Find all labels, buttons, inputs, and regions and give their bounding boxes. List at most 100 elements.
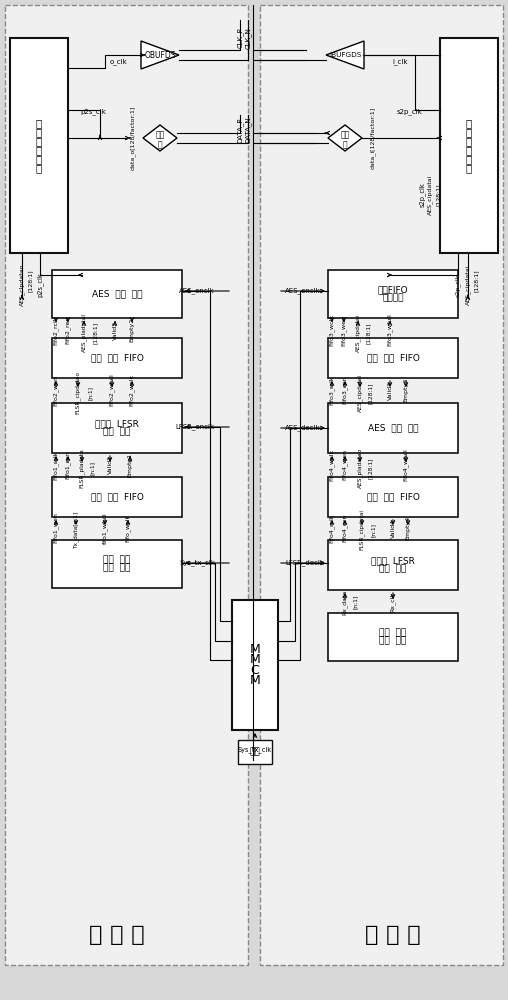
- Text: [n:1]: [n:1]: [87, 386, 92, 400]
- Text: Fifo2_wclk: Fifo2_wclk: [129, 374, 135, 406]
- Text: AES_enclk: AES_enclk: [179, 288, 215, 294]
- Text: AES_cipdatai: AES_cipdatai: [357, 374, 363, 412]
- Text: Valid3: Valid3: [388, 380, 393, 400]
- Text: 四步  缓存  FIFO: 四步 缓存 FIFO: [367, 492, 420, 502]
- Text: Fifo1_ren: Fifo1_ren: [65, 451, 71, 479]
- FancyBboxPatch shape: [5, 5, 248, 965]
- Text: Empty3: Empty3: [403, 378, 408, 402]
- Text: [128:1]: [128:1]: [27, 270, 33, 292]
- Text: 器: 器: [343, 140, 347, 149]
- Text: Valid1: Valid1: [108, 456, 112, 475]
- Text: s2p_clk: s2p_clk: [419, 183, 425, 207]
- Text: Fifo4_rclk: Fifo4_rclk: [329, 513, 335, 543]
- Polygon shape: [326, 41, 364, 69]
- Text: Sys_tx_clk: Sys_tx_clk: [179, 560, 215, 566]
- Text: 转: 转: [36, 136, 42, 146]
- Text: 换: 换: [36, 145, 42, 155]
- Text: [128:1]: [128:1]: [473, 270, 479, 292]
- FancyBboxPatch shape: [328, 270, 458, 318]
- Text: [n:1]: [n:1]: [370, 523, 375, 537]
- Text: Rx_data: Rx_data: [342, 589, 348, 615]
- Text: AES_enclk: AES_enclk: [285, 288, 321, 294]
- Text: 三步FIFO: 三步FIFO: [377, 286, 408, 294]
- Text: Fifo_wclk: Fifo_wclk: [125, 514, 131, 542]
- Text: AES  解密  模块: AES 解密 模块: [368, 424, 418, 432]
- Text: FLSR_cipdatai: FLSR_cipdatai: [359, 510, 365, 550]
- Text: p2s_clk: p2s_clk: [80, 109, 106, 115]
- Text: 接收  模块: 接收 模块: [379, 637, 406, 646]
- Text: AES_pladatal: AES_pladatal: [81, 314, 87, 353]
- Text: data_o[128/factor:1]: data_o[128/factor:1]: [130, 106, 136, 170]
- Text: AES_cipdatai: AES_cipdatai: [355, 314, 361, 352]
- Text: 并: 并: [36, 127, 42, 137]
- Text: [128:1]: [128:1]: [435, 184, 440, 206]
- Text: i_clk: i_clk: [392, 59, 408, 65]
- Text: Empty2: Empty2: [130, 318, 135, 342]
- FancyBboxPatch shape: [52, 403, 182, 453]
- FancyBboxPatch shape: [52, 477, 182, 517]
- Text: 块: 块: [466, 163, 472, 173]
- Text: 串: 串: [466, 118, 472, 128]
- Text: 转: 转: [466, 136, 472, 146]
- Text: CLK_P: CLK_P: [237, 28, 243, 48]
- Text: Fifo3_ren: Fifo3_ren: [342, 376, 348, 404]
- Text: data_i[128/factor:1]: data_i[128/factor:1]: [370, 107, 376, 169]
- Text: Fifo1_wen: Fifo1_wen: [53, 513, 59, 543]
- Text: Fifo2_wen: Fifo2_wen: [53, 374, 59, 406]
- Text: 三步  缓存  FIFO: 三步 缓存 FIFO: [367, 354, 420, 362]
- Text: 一步  缓存  FIFO: 一步 缓存 FIFO: [90, 492, 143, 502]
- Text: [128:1]: [128:1]: [365, 322, 370, 344]
- Text: 和控制器: 和控制器: [382, 294, 404, 302]
- Text: Fifo1_rclk: Fifo1_rclk: [53, 450, 59, 480]
- Text: 末同步  LFSR: 末同步 LFSR: [371, 556, 415, 566]
- Text: LFSR_enclk: LFSR_enclk: [176, 424, 215, 430]
- Polygon shape: [143, 125, 177, 151]
- Text: Tx_data[n:1]: Tx_data[n:1]: [73, 511, 79, 549]
- Text: Fifo3_rclk: Fifo3_rclk: [329, 375, 335, 405]
- Text: FLSR_pladata: FLSR_pladata: [79, 448, 85, 488]
- Text: Fifo4_wclk: Fifo4_wclk: [329, 449, 335, 481]
- Text: 串行: 串行: [155, 130, 165, 139]
- FancyBboxPatch shape: [232, 600, 278, 730]
- Text: 模: 模: [466, 154, 472, 164]
- Text: Fifo3_wen: Fifo3_wen: [341, 314, 347, 346]
- Text: Fifo3_wfull: Fifo3_wfull: [387, 314, 393, 346]
- Text: AES  加密  模块: AES 加密 模块: [92, 290, 142, 298]
- FancyBboxPatch shape: [260, 5, 503, 965]
- Text: 块: 块: [36, 163, 42, 173]
- Text: OBUFDS: OBUFDS: [144, 50, 176, 60]
- Text: DATA_P: DATA_P: [237, 117, 243, 143]
- Text: 加密  模块: 加密 模块: [103, 428, 131, 436]
- Text: p2s_clk: p2s_clk: [37, 273, 43, 297]
- Text: Fifo2_wfull: Fifo2_wfull: [109, 374, 115, 406]
- Text: M: M: [249, 653, 261, 666]
- Text: Valid4: Valid4: [391, 518, 396, 538]
- Text: fifo1_wfull: fifo1_wfull: [102, 512, 108, 544]
- Text: 并: 并: [466, 127, 472, 137]
- Text: 串: 串: [36, 118, 42, 128]
- Text: 生成  模块: 生成 模块: [103, 564, 131, 572]
- Text: AES_pladatao: AES_pladatao: [357, 448, 363, 488]
- Text: IBUFGDS: IBUFGDS: [329, 52, 361, 58]
- Text: 明文  数据: 明文 数据: [379, 629, 406, 638]
- Text: Fifo3_wclk: Fifo3_wclk: [329, 314, 335, 346]
- Text: CLK_N: CLK_N: [245, 27, 251, 49]
- FancyBboxPatch shape: [328, 338, 458, 378]
- Text: Sys_tx_clk: Sys_tx_clk: [238, 747, 272, 753]
- Text: Fifo2_ren: Fifo2_ren: [65, 316, 71, 344]
- FancyBboxPatch shape: [52, 270, 182, 318]
- Text: Valid2: Valid2: [112, 320, 117, 340]
- Text: s2p_clk: s2p_clk: [455, 273, 461, 297]
- Text: [n:1]: [n:1]: [353, 595, 358, 609]
- Text: AES_clpdatao: AES_clpdatao: [19, 264, 25, 306]
- Text: DATA_N: DATA_N: [245, 117, 251, 143]
- FancyBboxPatch shape: [328, 613, 458, 661]
- FancyBboxPatch shape: [52, 338, 182, 378]
- Text: [128:1]: [128:1]: [367, 457, 372, 479]
- Text: [128:1]: [128:1]: [92, 322, 98, 344]
- Polygon shape: [141, 41, 179, 69]
- Text: 末同步  LFSR: 末同步 LFSR: [95, 420, 139, 428]
- Text: 复位: 复位: [249, 748, 261, 756]
- Text: 解串: 解串: [340, 130, 350, 139]
- Text: Empty1: Empty1: [128, 453, 133, 477]
